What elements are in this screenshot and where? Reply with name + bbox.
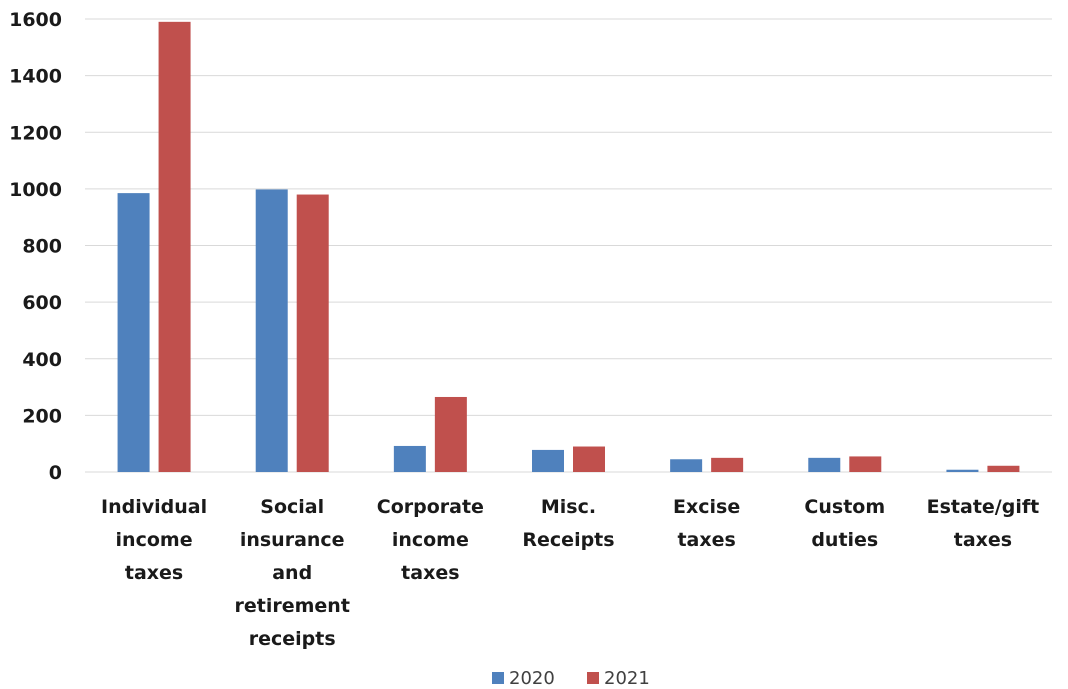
- x-category-label: Excise taxes: [673, 496, 740, 551]
- x-category-label-line: Corporate: [377, 496, 484, 518]
- x-category-label-line: insurance: [240, 529, 345, 551]
- bar-2020-3: [532, 449, 564, 472]
- x-category-label: Social insurance and retirement receipts: [235, 496, 350, 650]
- y-tick-label: 800: [22, 236, 62, 258]
- x-category-label-line: and: [272, 562, 312, 584]
- x-category-label-line: Social: [260, 496, 324, 518]
- x-category-label-line: income: [392, 529, 469, 551]
- bar-2020-1: [255, 189, 288, 472]
- legend-swatch-2020: [492, 672, 504, 684]
- bar-2021-2: [434, 396, 467, 472]
- bar-2021-0: [158, 21, 191, 473]
- x-category-label-line: income: [116, 529, 193, 551]
- x-category-label-line: taxes: [954, 529, 1012, 551]
- legend: 2020 2021: [492, 668, 650, 689]
- bar-2021-4: [711, 457, 744, 472]
- x-category-label-line: Individual: [101, 496, 207, 518]
- bar-2021-5: [849, 456, 882, 472]
- bar-2020-5: [808, 457, 841, 472]
- x-category-label-line: Excise: [673, 496, 740, 518]
- y-tick-label: 1200: [9, 122, 62, 144]
- y-tick-label: 400: [22, 349, 62, 371]
- x-category-label: Corporate income taxes: [377, 496, 484, 584]
- x-category-label: Individual income taxes: [101, 496, 207, 584]
- bar-2020-2: [393, 445, 426, 472]
- y-tick-label: 1600: [9, 9, 62, 31]
- y-tick-label: 600: [22, 292, 62, 314]
- y-tick-label: 200: [22, 405, 62, 427]
- x-category-label-line: duties: [811, 529, 878, 551]
- x-category-label-line: receipts: [249, 628, 336, 650]
- x-axis: Individual income taxes Social insurance and r…: [101, 496, 1039, 650]
- bar-2020-4: [670, 459, 703, 472]
- x-category-label-line: Estate/gift: [927, 496, 1040, 518]
- x-category-label: Custom duties: [804, 496, 885, 551]
- bars: [117, 21, 1020, 473]
- bar-2020-0: [117, 193, 150, 472]
- y-axis: 0 200 400 600 800 1000 1200 1400 1600: [9, 9, 62, 484]
- x-category-label-line: Receipts: [522, 529, 614, 551]
- legend-label: 2021: [604, 668, 650, 689]
- x-category-label: Misc. Receipts: [522, 496, 614, 551]
- x-category-label-line: taxes: [401, 562, 459, 584]
- y-tick-label: 1000: [9, 179, 62, 201]
- legend-swatch-2021: [587, 672, 599, 684]
- bar-2021-6: [987, 465, 1020, 472]
- bar-2020-6: [946, 469, 979, 472]
- x-category-label: Estate/gift taxes: [927, 496, 1040, 551]
- x-category-label-line: taxes: [677, 529, 735, 551]
- x-category-label-line: Custom: [804, 496, 885, 518]
- gridlines: [85, 18, 1052, 473]
- bar-2021-3: [573, 446, 605, 472]
- x-category-label-line: Misc.: [541, 496, 596, 518]
- x-category-label-line: retirement: [235, 595, 350, 617]
- bar-2021-1: [296, 194, 329, 472]
- x-category-label-line: taxes: [125, 562, 183, 584]
- legend-label: 2020: [509, 668, 555, 689]
- y-tick-label: 0: [49, 462, 62, 484]
- y-tick-label: 1400: [9, 66, 62, 88]
